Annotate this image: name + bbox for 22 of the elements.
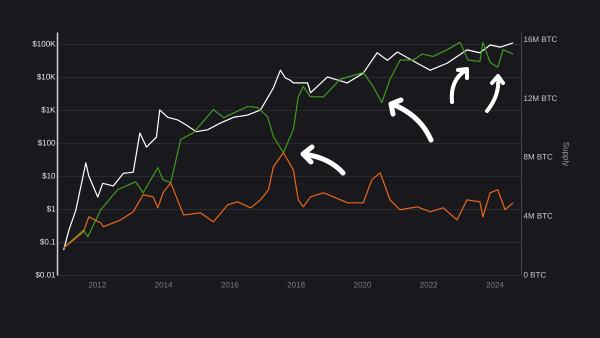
x-tick-label: 2024 (486, 280, 504, 290)
x-tick-label: 2018 (287, 280, 306, 290)
y2-axis-title: Supply (561, 142, 570, 166)
x-tick-label: 2012 (88, 280, 107, 290)
x-tick-label: 2014 (154, 280, 174, 290)
y-tick-label: $100K (32, 39, 56, 48)
y-tick-label: $1K (41, 105, 56, 114)
y2-tick-label: 16M BTC (524, 34, 558, 44)
y-tick-label: $10 (42, 171, 56, 180)
y2-tick-label: 0 BTC (524, 270, 546, 280)
y-tick-label: $0.1 (40, 237, 56, 246)
y2-tick-label: 4M BTC (524, 212, 554, 221)
x-tick-label: 2022 (420, 280, 438, 290)
y2-tick-label: 8M BTC (524, 152, 554, 162)
line-series (63, 152, 514, 248)
y-tick-label: $100 (38, 138, 56, 148)
y-tick-label: $1 (46, 204, 56, 214)
y2-tick-label: 12M BTC (524, 94, 558, 103)
y-tick-label: $10K (36, 72, 56, 82)
x-tick-label: 2020 (354, 280, 372, 290)
x-tick-label: 2016 (220, 280, 240, 290)
y-tick-label: $0.01 (35, 270, 56, 280)
